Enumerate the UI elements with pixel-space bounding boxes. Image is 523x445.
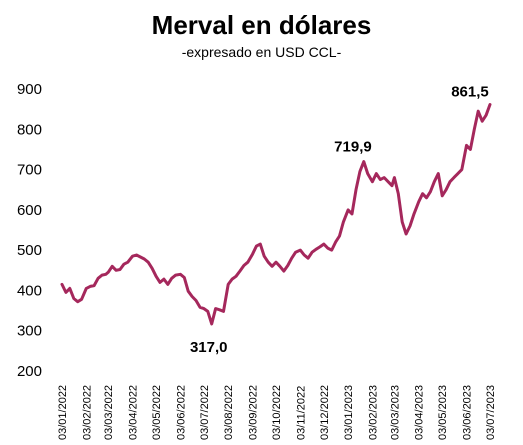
- y-tick-label: 200: [17, 363, 42, 380]
- x-tick-label: 03/10/2022: [271, 385, 283, 440]
- x-tick-label: 03/07/2022: [199, 385, 211, 440]
- x-tick-label: 03/03/2023: [389, 385, 401, 440]
- data-label: 719,9: [334, 139, 372, 156]
- y-tick-label: 400: [17, 282, 42, 299]
- x-tick-label: 03/03/2022: [103, 385, 115, 440]
- x-tick-label: 03/12/2022: [319, 385, 331, 440]
- x-tick-label: 03/01/2022: [57, 385, 69, 440]
- data-label: 317,0: [190, 339, 228, 356]
- x-tick-label: 03/08/2022: [223, 385, 235, 440]
- x-tick-label: 03/06/2022: [175, 385, 187, 440]
- y-tick-label: 700: [17, 162, 42, 179]
- x-tick-label: 03/04/2023: [414, 385, 426, 440]
- y-tick-label: 600: [17, 202, 42, 219]
- y-tick-label: 800: [17, 121, 42, 138]
- data-label: 861,5: [451, 84, 489, 101]
- x-tick-label: 03/02/2023: [367, 385, 379, 440]
- y-tick-label: 900: [17, 81, 42, 98]
- x-tick-label: 03/07/2023: [485, 385, 497, 440]
- x-tick-label: 03/11/2022: [295, 386, 307, 440]
- series-line: [60, 103, 492, 326]
- x-tick-label: 03/09/2022: [247, 385, 259, 440]
- x-tick-label: 03/05/2022: [151, 385, 163, 440]
- chart-subtitle: -expresado en USD CCL-: [181, 44, 342, 60]
- y-tick-label: 300: [17, 323, 42, 340]
- x-tick-label: 03/02/2022: [81, 385, 93, 440]
- x-tick-label: 03/01/2023: [343, 385, 355, 440]
- x-tick-label: 03/05/2023: [437, 385, 449, 440]
- x-tick-label: 03/04/2022: [128, 385, 140, 440]
- y-tick-label: 500: [17, 242, 42, 259]
- x-tick-label: 03/06/2023: [461, 385, 473, 440]
- chart-title: Merval en dólares: [151, 10, 372, 40]
